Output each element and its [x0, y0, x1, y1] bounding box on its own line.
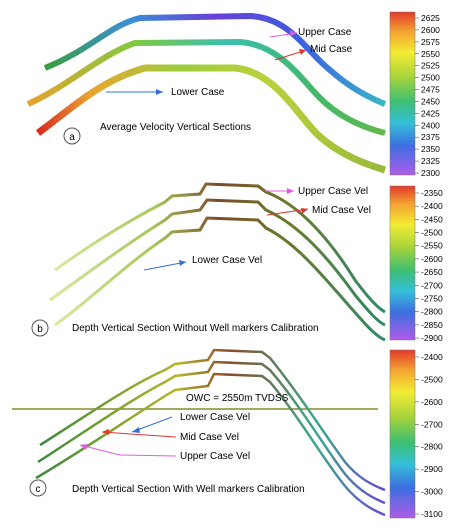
tick-label: -2850: [421, 320, 443, 330]
tick-label: 2450: [421, 96, 440, 106]
tick-label: 2475: [421, 85, 440, 95]
upper-case-arrowhead: [290, 30, 297, 36]
tick-label: -2700: [421, 419, 443, 429]
tick-label: 2550: [421, 49, 440, 59]
tick-label: 2600: [421, 25, 440, 35]
lower-case-label: Lower Case: [171, 87, 225, 98]
mid-case-arrowhead: [299, 49, 306, 55]
panel-b-marker: [31, 319, 49, 337]
tick-label: -2400: [421, 352, 443, 362]
tick-label: -2450: [421, 214, 443, 224]
lower-case-vel-c-arrowhead: [132, 427, 140, 433]
panel-a-letter: a: [69, 132, 75, 143]
panel-a-caption: Average Velocity Vertical Sections: [100, 122, 251, 133]
lower-case-vel-c-label: Lower Case Vel: [180, 412, 250, 423]
lower-case-arrowhead: [156, 89, 163, 95]
lower-case-vel-arrow: [143, 261, 187, 271]
tick-label: 2500: [421, 73, 440, 83]
tick-label: 2350: [421, 144, 440, 154]
tick-label: -2900: [421, 464, 443, 474]
color-bar-b: -2350 -2400 -2450 -2500 -2550 -2600 -2650 -2700…: [389, 185, 443, 343]
tick-label: -2500: [421, 228, 443, 238]
upper-case-label: Upper Case: [298, 27, 352, 38]
tick-label: -2700: [421, 280, 443, 290]
tick-label: 2375: [421, 132, 440, 142]
panel-c: OWC = 2550m TVDSS Lower Case Vel Mid Cas…: [12, 348, 386, 517]
upper-case-curve: [43, 12, 387, 107]
tick-label: 2300: [421, 168, 440, 178]
mid-case-vel-c-arrow: [101, 431, 177, 438]
upper-case-vel-arrowhead: [287, 188, 294, 194]
panel-b: Upper Case Vel Mid Case Vel Lower Case V…: [31, 182, 386, 342]
upper-case-vel-label: Upper Case Vel: [298, 186, 368, 197]
tick-label: -2600: [421, 254, 443, 264]
panel-c-caption: Depth Vertical Section With Well markers…: [72, 484, 305, 495]
lower-case-curve: [35, 64, 387, 174]
upper-case-vel-c-curve: [35, 372, 386, 517]
mid-case-vel-c-label: Mid Case Vel: [180, 432, 239, 443]
tick-label: -2900: [421, 333, 443, 343]
tick-label: -2350: [421, 188, 443, 198]
tick-label: -2800: [421, 442, 443, 452]
tick-label: 2625: [421, 13, 440, 23]
lower-case-vel-label: Lower Case Vel: [192, 255, 262, 266]
mid-case-curve: [26, 38, 386, 136]
tick-label: 2575: [421, 37, 440, 47]
mid-case-vel-c-arrowhead: [102, 429, 109, 435]
upper-case-vel-c-label: Upper Case Vel: [180, 451, 250, 462]
tick-label: -2400: [421, 201, 443, 211]
color-bar-c-ticks: -2400 -2500 -2600 -2700 -2800 -2900 -3000 -3100: [415, 352, 443, 519]
color-bar-c: -2400 -2500 -2600 -2700 -2800 -2900 -3000 -3100: [389, 349, 443, 519]
mid-case-vel-c-curve: [37, 360, 386, 505]
mid-case-vel-arrow: [266, 208, 309, 216]
upper-case-vel-c-arrowhead: [80, 444, 88, 450]
color-bar-a-gradient: [389, 11, 416, 176]
panel-c-marker: [29, 479, 47, 497]
tick-label: 2525: [421, 61, 440, 71]
tick-label: -2600: [421, 397, 443, 407]
mid-case-label: Mid Case: [310, 44, 353, 55]
panel-b-caption: Depth Vertical Section Without Well mark…: [72, 323, 319, 334]
mid-case-vel-curve: [49, 198, 386, 327]
panel-a-marker: [63, 127, 81, 145]
panel-b-letter: b: [37, 324, 43, 335]
tick-label: -2550: [421, 241, 443, 251]
lower-case-vel-curve: [54, 216, 386, 342]
color-bar-b-ticks: -2350 -2400 -2450 -2500 -2550 -2600 -2650 -2700…: [415, 188, 443, 343]
owc-annotation: OWC = 2550m TVDSS: [186, 393, 289, 404]
tick-label: 2400: [421, 120, 440, 130]
upper-case-vel-c-arrow-2: [119, 454, 177, 457]
panel-c-letter: c: [36, 484, 41, 495]
tick-label: -2800: [421, 307, 443, 317]
lower-case-vel-c-curve: [39, 348, 386, 492]
lower-case-vel-arrowhead: [179, 260, 186, 266]
color-bar-b-gradient: [389, 185, 416, 341]
tick-label: -2650: [421, 267, 443, 277]
tick-label: -3000: [421, 487, 443, 497]
tick-label: 2425: [421, 108, 440, 118]
tick-label: -2750: [421, 293, 443, 303]
mid-case-vel-arrowhead: [301, 208, 308, 214]
color-bar-c-gradient: [389, 349, 416, 519]
tick-label: 2325: [421, 156, 440, 166]
mid-case-vel-label: Mid Case Vel: [312, 205, 371, 216]
tick-label: -3100: [421, 509, 443, 519]
panel-a: Upper Case Mid Case Lower Case a Average…: [26, 12, 387, 174]
upper-case-vel-curve: [54, 182, 386, 314]
tick-label: -2500: [421, 374, 443, 384]
